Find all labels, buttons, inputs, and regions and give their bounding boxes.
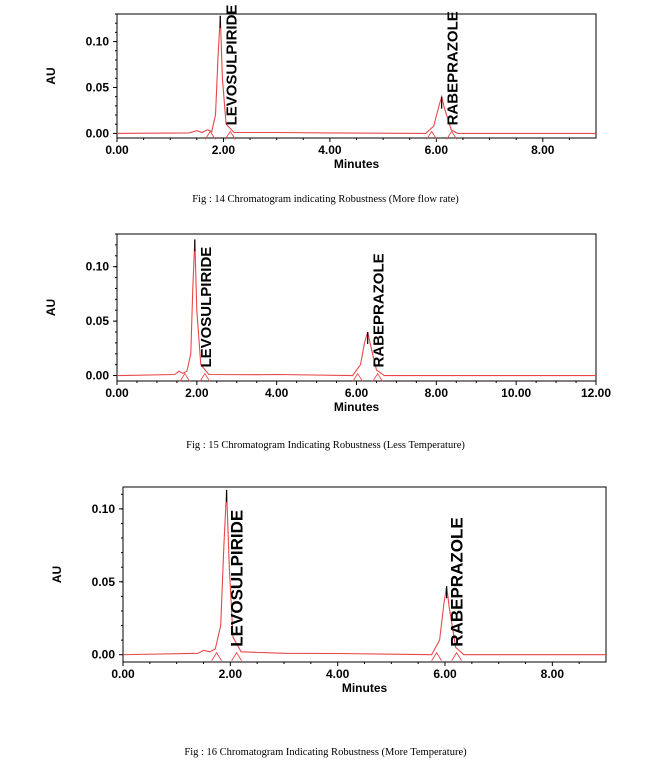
x-tick-label: 0.00 <box>105 386 129 400</box>
y-tick-label: 0.00 <box>92 648 116 662</box>
chromatogram-panel-3: 0.00 2.00 4.00 6.00 8.00 0.00 0.05 0.10 Minutes A… <box>0 482 651 772</box>
x-tick-label: 4.00 <box>326 667 350 681</box>
x-tick-label: 4.00 <box>318 143 342 157</box>
x-tick-label: 0.00 <box>111 667 135 681</box>
integration-marker <box>179 372 191 382</box>
peak-label: RABEPRAZOLE <box>445 11 462 125</box>
integration-marker <box>426 130 438 140</box>
x-tick-label: 8.00 <box>531 143 555 157</box>
peak-label: LEVOSULPIRIDE <box>223 5 240 126</box>
peak-label: LEVOSULPIRIDE <box>198 247 215 368</box>
chromatogram-panel-1: 0.00 2.00 4.00 6.00 8.00 0.00 0.05 0.10 Minutes A… <box>0 0 651 215</box>
peak-label: LEVOSULPIRIDE <box>228 510 247 647</box>
x-axis-label: Minutes <box>342 681 388 695</box>
integration-marker <box>372 372 384 382</box>
x-tick-label: 2.00 <box>219 667 243 681</box>
plot-frame <box>116 233 597 382</box>
x-tick-label: 0.00 <box>105 143 129 157</box>
x-tick-label: 6.00 <box>345 386 369 400</box>
chromatogram-trace <box>116 15 596 134</box>
y-tick-label: 0.10 <box>86 260 110 274</box>
chromatogram-panel-2: 0.00 2.00 4.00 6.00 8.00 10.00 12.00 0.00 0.05 0.… <box>0 228 651 460</box>
chromatogram-trace <box>122 489 606 656</box>
peak-label: RABEPRAZOLE <box>371 253 388 367</box>
x-axis-label: Minutes <box>334 157 380 171</box>
y-axis-label: AU <box>44 67 58 84</box>
y-tick-label: 0.10 <box>86 35 110 49</box>
y-tick-label: 0.05 <box>86 314 110 328</box>
x-axis-label: Minutes <box>334 400 380 414</box>
y-tick-label: 0.05 <box>92 575 116 589</box>
y-tick-label: 0.00 <box>86 126 110 140</box>
integration-marker <box>224 130 236 140</box>
integration-marker <box>211 651 222 661</box>
plot-frame <box>122 486 607 663</box>
peak-label: RABEPRAZOLE <box>448 517 467 646</box>
x-tick-label: 12.00 <box>581 386 611 400</box>
x-tick-label: 4.00 <box>265 386 289 400</box>
chromatogram-trace <box>116 239 596 377</box>
y-tick-label: 0.05 <box>86 80 110 94</box>
integration-marker <box>431 651 442 661</box>
figure-caption-3: Fig : 16 Chromatogram Indicating Robustn… <box>184 747 467 758</box>
y-tick-label: 0.10 <box>92 502 116 516</box>
x-tick-label: 10.00 <box>501 386 531 400</box>
plot-frame <box>116 13 597 139</box>
y-tick-label: 0.00 <box>86 369 110 383</box>
integration-marker <box>451 651 462 661</box>
chromatogram-1: 0.00 2.00 4.00 6.00 8.00 0.00 0.05 0.10 Minutes A… <box>44 5 597 171</box>
x-tick-label: 6.00 <box>433 667 457 681</box>
figure-caption-2: Fig : 15 Chromatogram Indicating Robustn… <box>186 440 465 451</box>
x-tick-label: 6.00 <box>425 143 449 157</box>
integration-marker <box>446 130 458 140</box>
figure-caption-1: Fig : 14 Chromatogram indicating Robustn… <box>192 194 459 205</box>
integration-marker <box>352 372 364 382</box>
x-tick-label: 2.00 <box>185 386 209 400</box>
integration-marker <box>199 372 211 382</box>
chromatogram-3: 0.00 2.00 4.00 6.00 8.00 0.00 0.05 0.10 Minutes A… <box>50 486 607 695</box>
chromatogram-2: 0.00 2.00 4.00 6.00 8.00 10.00 12.00 0.00 0.05 0.… <box>44 233 611 414</box>
integration-marker <box>231 651 242 661</box>
x-tick-label: 8.00 <box>425 386 449 400</box>
y-axis-label: AU <box>44 299 58 316</box>
y-axis-label: AU <box>50 566 64 583</box>
x-tick-label: 8.00 <box>541 667 565 681</box>
x-tick-label: 2.00 <box>212 143 236 157</box>
